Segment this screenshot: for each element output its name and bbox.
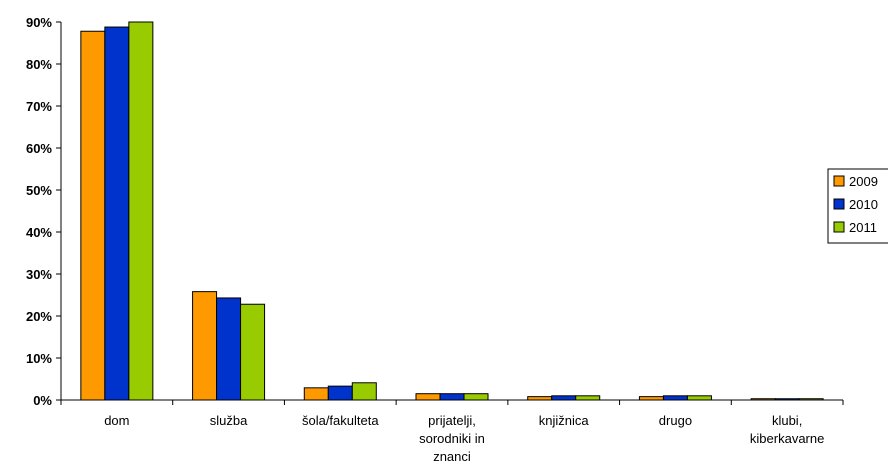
bar-2011-2 <box>351 382 377 401</box>
x-tick-label: sorodniki in <box>419 431 485 446</box>
x-tick-label: klubi, <box>772 413 802 428</box>
y-tick-label: 70% <box>26 99 52 114</box>
y-tick-label: 50% <box>26 183 52 198</box>
legend-label-2009: 2009 <box>849 174 878 189</box>
bar-2010-4 <box>551 395 577 401</box>
bar-2009-3 <box>415 393 441 401</box>
x-tick-label: znanci <box>433 449 471 464</box>
bar-2010-2 <box>327 385 353 401</box>
bar-2009-2 <box>303 387 329 401</box>
y-tick-label: 90% <box>26 15 52 30</box>
x-tick-label: prijatelji, <box>428 413 476 428</box>
bar-2011-0 <box>128 21 154 401</box>
bar-2011-4 <box>575 395 601 401</box>
bar-2009-4 <box>527 396 553 401</box>
legend-swatch-2010 <box>833 198 845 210</box>
bar-2009-1 <box>192 291 218 401</box>
y-tick-label: 60% <box>26 141 52 156</box>
x-tick-label: dom <box>104 413 129 428</box>
bar-2010-3 <box>439 393 465 401</box>
bar-2010-5 <box>662 395 688 401</box>
bar-2010-1 <box>216 297 242 401</box>
bar-2011-5 <box>686 395 712 401</box>
x-tick-label: kiberkavarne <box>750 431 824 446</box>
bar-2011-3 <box>463 393 489 401</box>
legend-label-2011: 2011 <box>849 220 877 235</box>
legend-swatch-2009 <box>833 175 845 187</box>
y-tick-label: 0% <box>33 393 52 408</box>
y-tick-label: 10% <box>26 351 52 366</box>
x-tick-label: šola/fakulteta <box>302 413 379 428</box>
x-tick-label: drugo <box>659 413 692 428</box>
x-tick-label: služba <box>210 413 248 428</box>
y-tick-label: 80% <box>26 57 52 72</box>
y-tick-label: 40% <box>26 225 52 240</box>
legend-swatch-2011 <box>833 221 845 233</box>
bar-2009-0 <box>80 30 106 401</box>
y-tick-label: 20% <box>26 309 52 324</box>
bar-2011-1 <box>240 303 266 401</box>
bar-2010-0 <box>104 26 130 401</box>
y-tick-label: 30% <box>26 267 52 282</box>
bar-2009-5 <box>638 396 664 401</box>
legend-label-2010: 2010 <box>849 197 878 212</box>
x-tick-label: knjižnica <box>539 413 590 428</box>
